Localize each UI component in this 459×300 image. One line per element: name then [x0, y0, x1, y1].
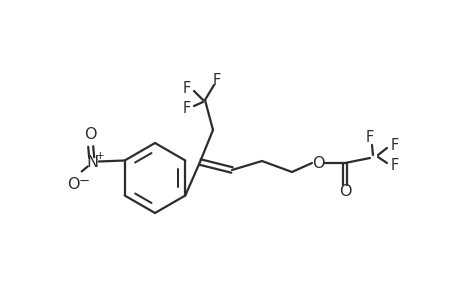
- Text: −: −: [78, 175, 89, 188]
- Text: F: F: [213, 73, 221, 88]
- Text: F: F: [365, 130, 373, 145]
- Text: F: F: [390, 158, 398, 172]
- Text: F: F: [183, 80, 190, 95]
- Text: N: N: [86, 155, 99, 170]
- Text: F: F: [183, 100, 190, 116]
- Text: O: O: [67, 177, 80, 192]
- Text: +: +: [96, 151, 105, 160]
- Text: O: O: [338, 184, 351, 200]
- Text: F: F: [390, 137, 398, 152]
- Text: O: O: [84, 127, 97, 142]
- Text: O: O: [311, 155, 324, 170]
